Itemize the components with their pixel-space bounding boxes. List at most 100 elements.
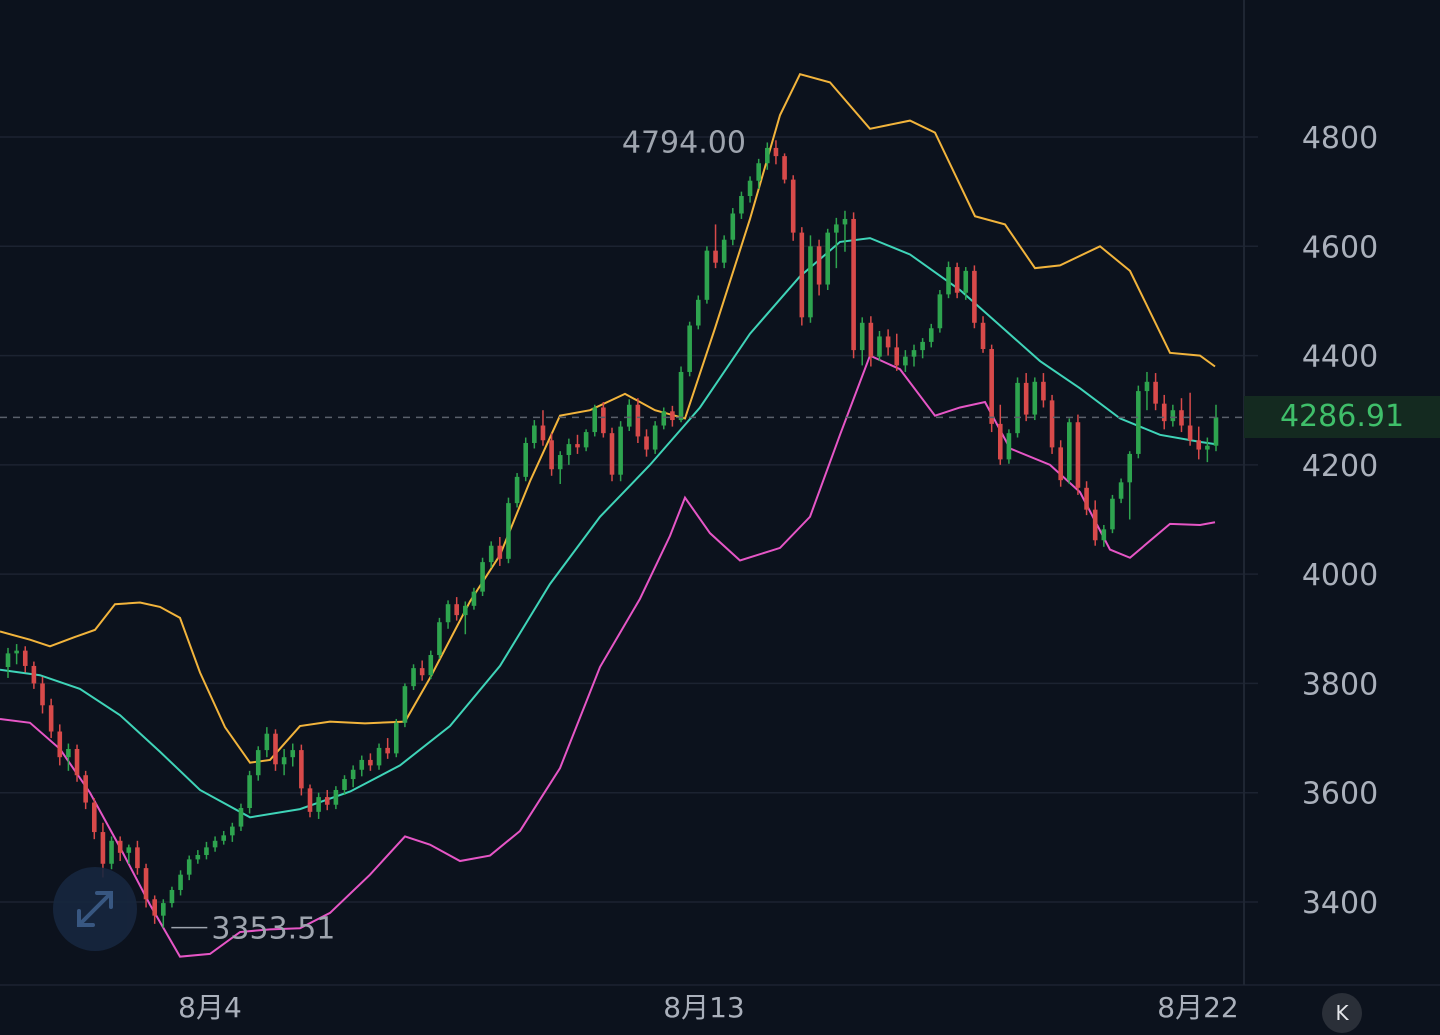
candle-body xyxy=(1153,381,1158,404)
candle-body xyxy=(333,789,339,805)
candle-body xyxy=(704,250,710,300)
candle-13 xyxy=(117,836,123,862)
candle-body xyxy=(83,775,88,803)
y-tick-4600: 4600 xyxy=(1302,230,1378,265)
candle-body xyxy=(1196,440,1202,450)
high-price-label: 4794.00 xyxy=(622,125,746,160)
skip-to-start-icon: K xyxy=(1335,1001,1349,1025)
candle-136 xyxy=(1179,398,1184,433)
candle-body xyxy=(851,218,856,351)
candle-28 xyxy=(247,770,252,814)
candle-138 xyxy=(1196,426,1202,460)
candle-body xyxy=(506,503,511,559)
candle-body xyxy=(411,668,416,687)
candle-body xyxy=(816,246,822,285)
x-axis-ticks: 8月4 8月13 8月22 xyxy=(178,991,1239,1024)
candle-115 xyxy=(997,404,1003,465)
candle-body xyxy=(549,440,554,470)
x-tick-1: 8月13 xyxy=(663,991,744,1024)
candle-body xyxy=(773,147,779,157)
candle-body xyxy=(480,562,485,592)
candle-56 xyxy=(488,541,494,568)
candle-body xyxy=(100,832,106,864)
candle-body xyxy=(1179,410,1184,426)
candle-body xyxy=(1023,382,1029,415)
candle-140 xyxy=(1213,404,1219,452)
candle-92 xyxy=(799,227,805,326)
x-tick-2: 8月22 xyxy=(1157,991,1238,1024)
candle-117 xyxy=(1015,377,1020,438)
candle-body xyxy=(238,808,244,827)
candle-body xyxy=(765,147,770,164)
candle-87 xyxy=(756,158,761,189)
candle-body xyxy=(1144,381,1150,392)
candle-body xyxy=(834,224,839,233)
candle-body xyxy=(1205,445,1210,450)
candle-body xyxy=(644,436,649,450)
candle-body xyxy=(566,444,572,456)
candle-body xyxy=(350,769,356,780)
candle-10 xyxy=(91,798,97,840)
candle-body xyxy=(739,196,744,214)
candle-body xyxy=(316,797,321,812)
candle-75 xyxy=(652,421,658,454)
candle-body xyxy=(126,847,132,853)
candle-1 xyxy=(14,644,19,665)
current-price-value: 4286.91 xyxy=(1279,399,1405,435)
candle-93 xyxy=(808,235,813,323)
candle-108 xyxy=(937,290,943,333)
candle-body xyxy=(393,722,399,754)
candle-36 xyxy=(316,792,321,819)
candle-98 xyxy=(851,212,856,359)
candle-24 xyxy=(212,836,218,852)
candle-125 xyxy=(1084,481,1089,516)
candle-body xyxy=(385,747,390,754)
candle-66 xyxy=(575,434,580,454)
candle-22 xyxy=(195,850,201,864)
candle-29 xyxy=(255,746,261,781)
candle-body xyxy=(152,899,157,916)
bollinger-bands xyxy=(0,72,1216,958)
candle-95 xyxy=(825,228,831,290)
candle-121 xyxy=(1049,394,1055,454)
candles xyxy=(5,140,1219,928)
candle-85 xyxy=(739,191,744,219)
candle-94 xyxy=(816,239,822,296)
candle-59 xyxy=(514,473,520,508)
candle-101 xyxy=(877,330,882,362)
candle-body xyxy=(368,759,373,766)
candle-body xyxy=(247,775,252,809)
candle-body xyxy=(868,322,874,357)
candle-25 xyxy=(221,830,227,845)
candle-79 xyxy=(687,321,692,377)
candle-45 xyxy=(393,718,399,758)
candle-body xyxy=(1058,447,1063,481)
expand-button[interactable] xyxy=(53,867,137,951)
candle-76 xyxy=(661,407,667,430)
candle-body xyxy=(557,455,563,470)
candle-body xyxy=(687,325,692,372)
candle-129 xyxy=(1118,478,1124,504)
skip-to-start-button[interactable]: K xyxy=(1322,993,1362,1033)
candle-body xyxy=(161,903,166,916)
candle-54 xyxy=(471,587,477,610)
candle-119 xyxy=(1032,377,1038,421)
candle-body xyxy=(980,322,986,350)
candle-52 xyxy=(454,597,459,621)
candle-body xyxy=(169,889,175,904)
candle-body xyxy=(937,294,943,329)
candle-16 xyxy=(143,863,149,908)
candle-body xyxy=(1084,487,1089,510)
candle-body xyxy=(1067,422,1072,481)
candle-body xyxy=(428,655,434,676)
candle-90 xyxy=(782,153,787,184)
candle-body xyxy=(963,270,969,293)
candle-77 xyxy=(670,405,675,427)
candle-89 xyxy=(773,140,779,165)
candle-body xyxy=(618,426,623,475)
candle-body xyxy=(1032,381,1038,415)
candle-124 xyxy=(1075,414,1081,495)
candle-body xyxy=(359,759,365,770)
candle-100 xyxy=(868,316,874,367)
